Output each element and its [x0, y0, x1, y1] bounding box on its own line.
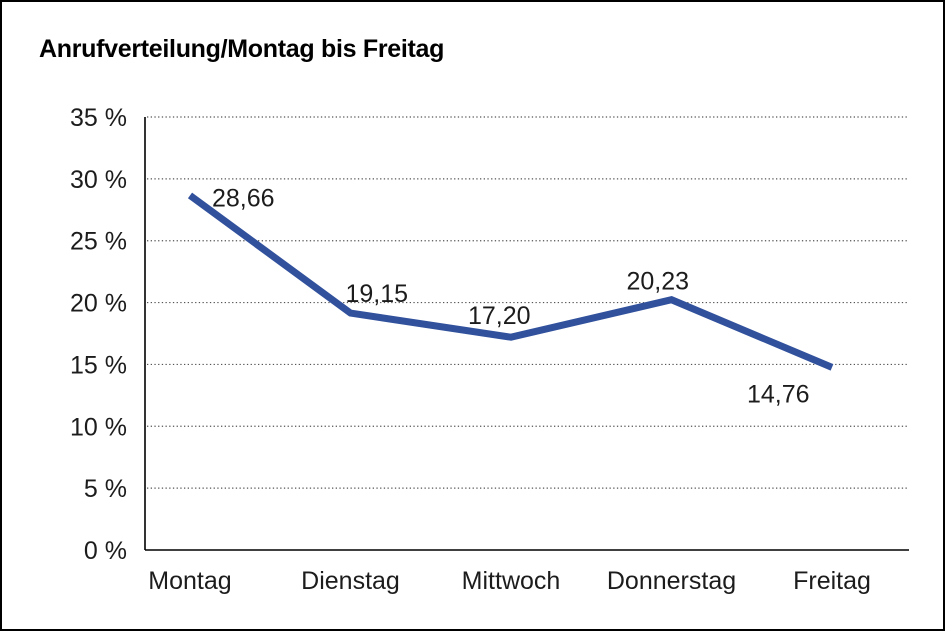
value-label: 14,76 — [747, 380, 810, 408]
y-tick-label: 5 % — [84, 475, 127, 503]
x-category-label: Freitag — [793, 567, 871, 595]
x-category-label: Mittwoch — [462, 567, 561, 595]
data-line — [187, 192, 834, 371]
chart-title: Anrufverteilung/Montag bis Freitag — [39, 35, 445, 63]
value-label: 19,15 — [346, 280, 409, 308]
y-tick-label: 30 % — [70, 166, 127, 194]
x-category-label: Dienstag — [301, 567, 400, 595]
y-tick-label: 25 % — [70, 228, 127, 256]
value-label: 20,23 — [627, 268, 690, 296]
y-tick-label: 0 % — [84, 537, 127, 565]
y-tick-label: 10 % — [70, 413, 127, 441]
value-label: 28,66 — [212, 184, 275, 212]
x-category-label: Montag — [148, 567, 231, 595]
y-tick-label: 15 % — [70, 351, 127, 379]
value-label: 17,20 — [468, 302, 531, 330]
y-tick-label: 20 % — [70, 290, 127, 318]
x-category-label: Donnerstag — [607, 567, 736, 595]
y-tick-label: 35 % — [70, 104, 127, 132]
